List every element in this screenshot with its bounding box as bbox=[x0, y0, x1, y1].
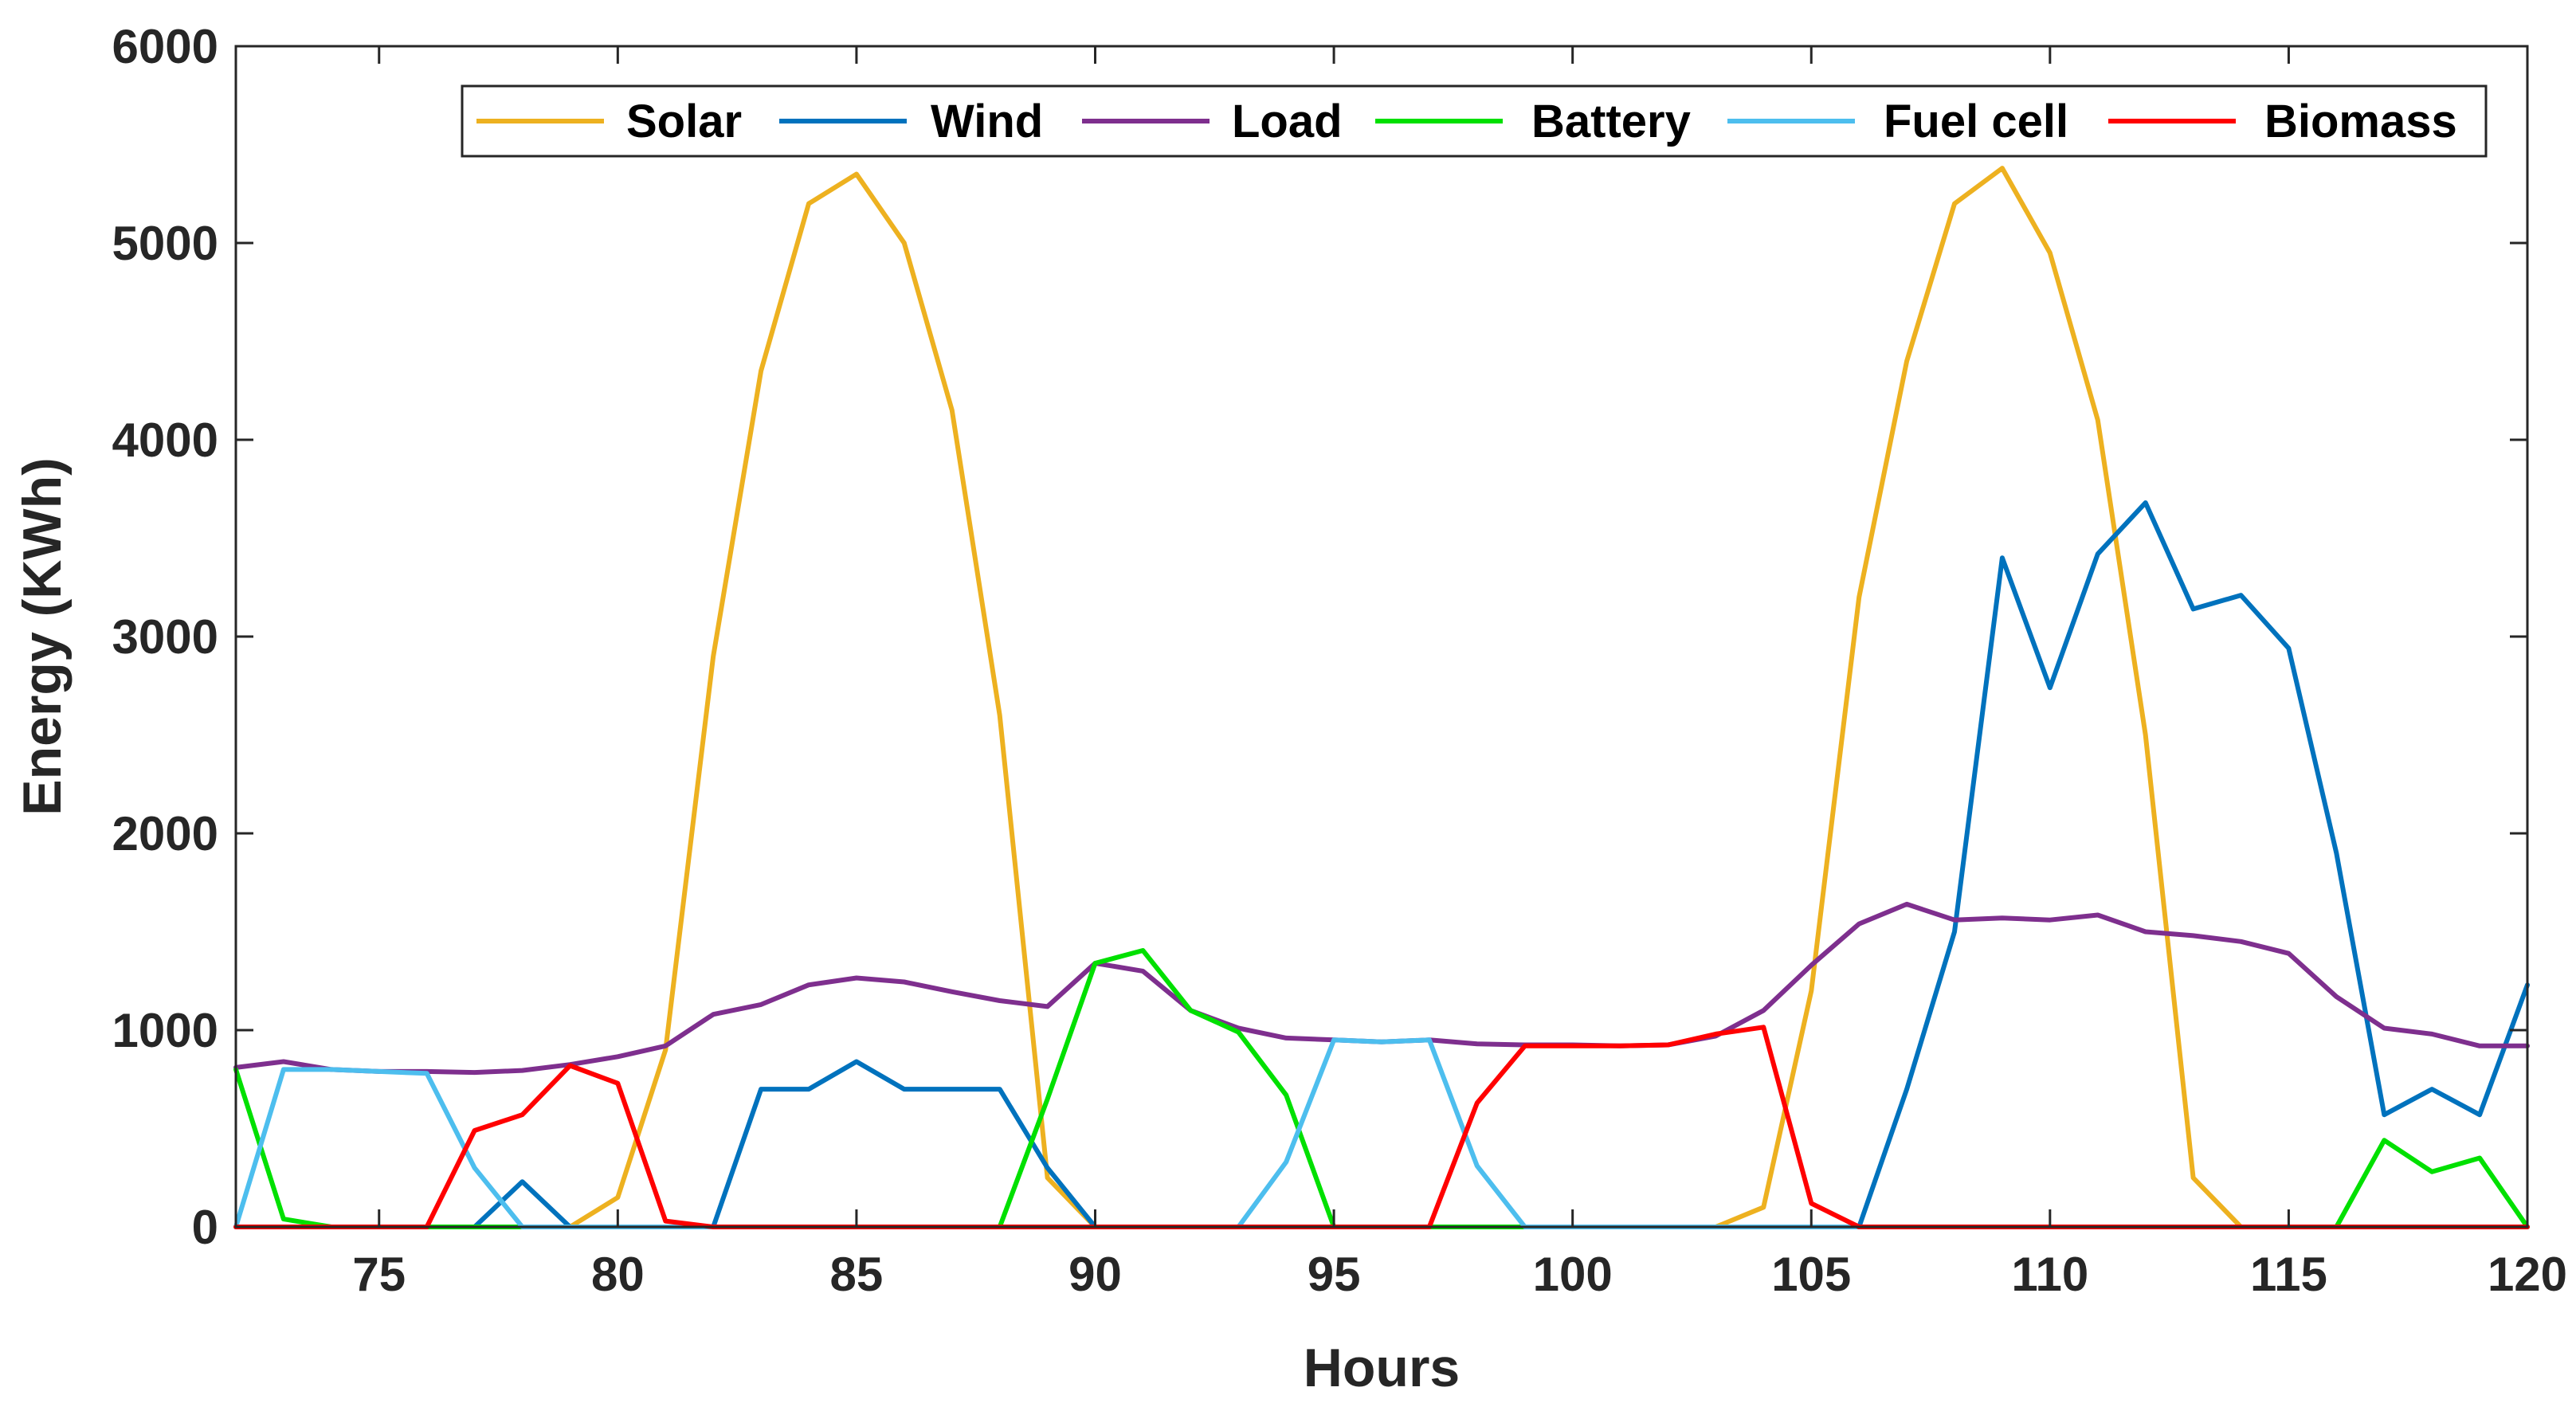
series-line-load bbox=[233, 901, 2530, 1076]
legend-label-solar: Solar bbox=[626, 96, 742, 147]
x-tick-label: 95 bbox=[1308, 1248, 1361, 1301]
x-tick-label: 80 bbox=[591, 1248, 645, 1301]
x-axis-label: Hours bbox=[1304, 1338, 1460, 1398]
y-tick-label: 1000 bbox=[112, 1004, 218, 1057]
x-tick-label: 105 bbox=[1771, 1248, 1851, 1301]
plot-area bbox=[233, 166, 2530, 1229]
legend: Solar Wind Load Battery Fuel cell Biomass bbox=[461, 84, 2488, 158]
x-tick-label: 90 bbox=[1068, 1248, 1122, 1301]
x-tick-label: 85 bbox=[830, 1248, 884, 1301]
legend-label-battery: Battery bbox=[1531, 96, 1691, 147]
y-tick-label: 5000 bbox=[112, 217, 218, 270]
y-axis: 0 1000 2000 3000 4000 5000 6000 bbox=[112, 20, 2527, 1254]
y-tick-label: 3000 bbox=[112, 610, 218, 664]
legend-label-biomass: Biomass bbox=[2264, 96, 2457, 147]
x-tick-label: 110 bbox=[2011, 1248, 2088, 1301]
legend-label-fuel-cell: Fuel cell bbox=[1884, 96, 2068, 147]
series-line-biomass bbox=[233, 1025, 2530, 1229]
x-tick-label: 115 bbox=[2250, 1248, 2327, 1301]
y-axis-label: Energy (KWh) bbox=[12, 457, 73, 816]
x-axis: 75 80 85 90 95 100 105 110 115 120 bbox=[352, 46, 2567, 1301]
x-tick-label: 75 bbox=[352, 1248, 406, 1301]
y-tick-label: 0 bbox=[192, 1201, 218, 1254]
series-line-wind bbox=[233, 500, 2530, 1229]
x-tick-label: 120 bbox=[2488, 1248, 2567, 1301]
plot-frame bbox=[234, 45, 2529, 1229]
y-tick-label: 2000 bbox=[112, 807, 218, 860]
y-tick-label: 6000 bbox=[112, 20, 218, 73]
x-tick-label: 100 bbox=[1533, 1248, 1613, 1301]
y-tick-label: 4000 bbox=[112, 413, 218, 467]
legend-label-load: Load bbox=[1232, 96, 1343, 147]
legend-label-wind: Wind bbox=[931, 96, 1043, 147]
